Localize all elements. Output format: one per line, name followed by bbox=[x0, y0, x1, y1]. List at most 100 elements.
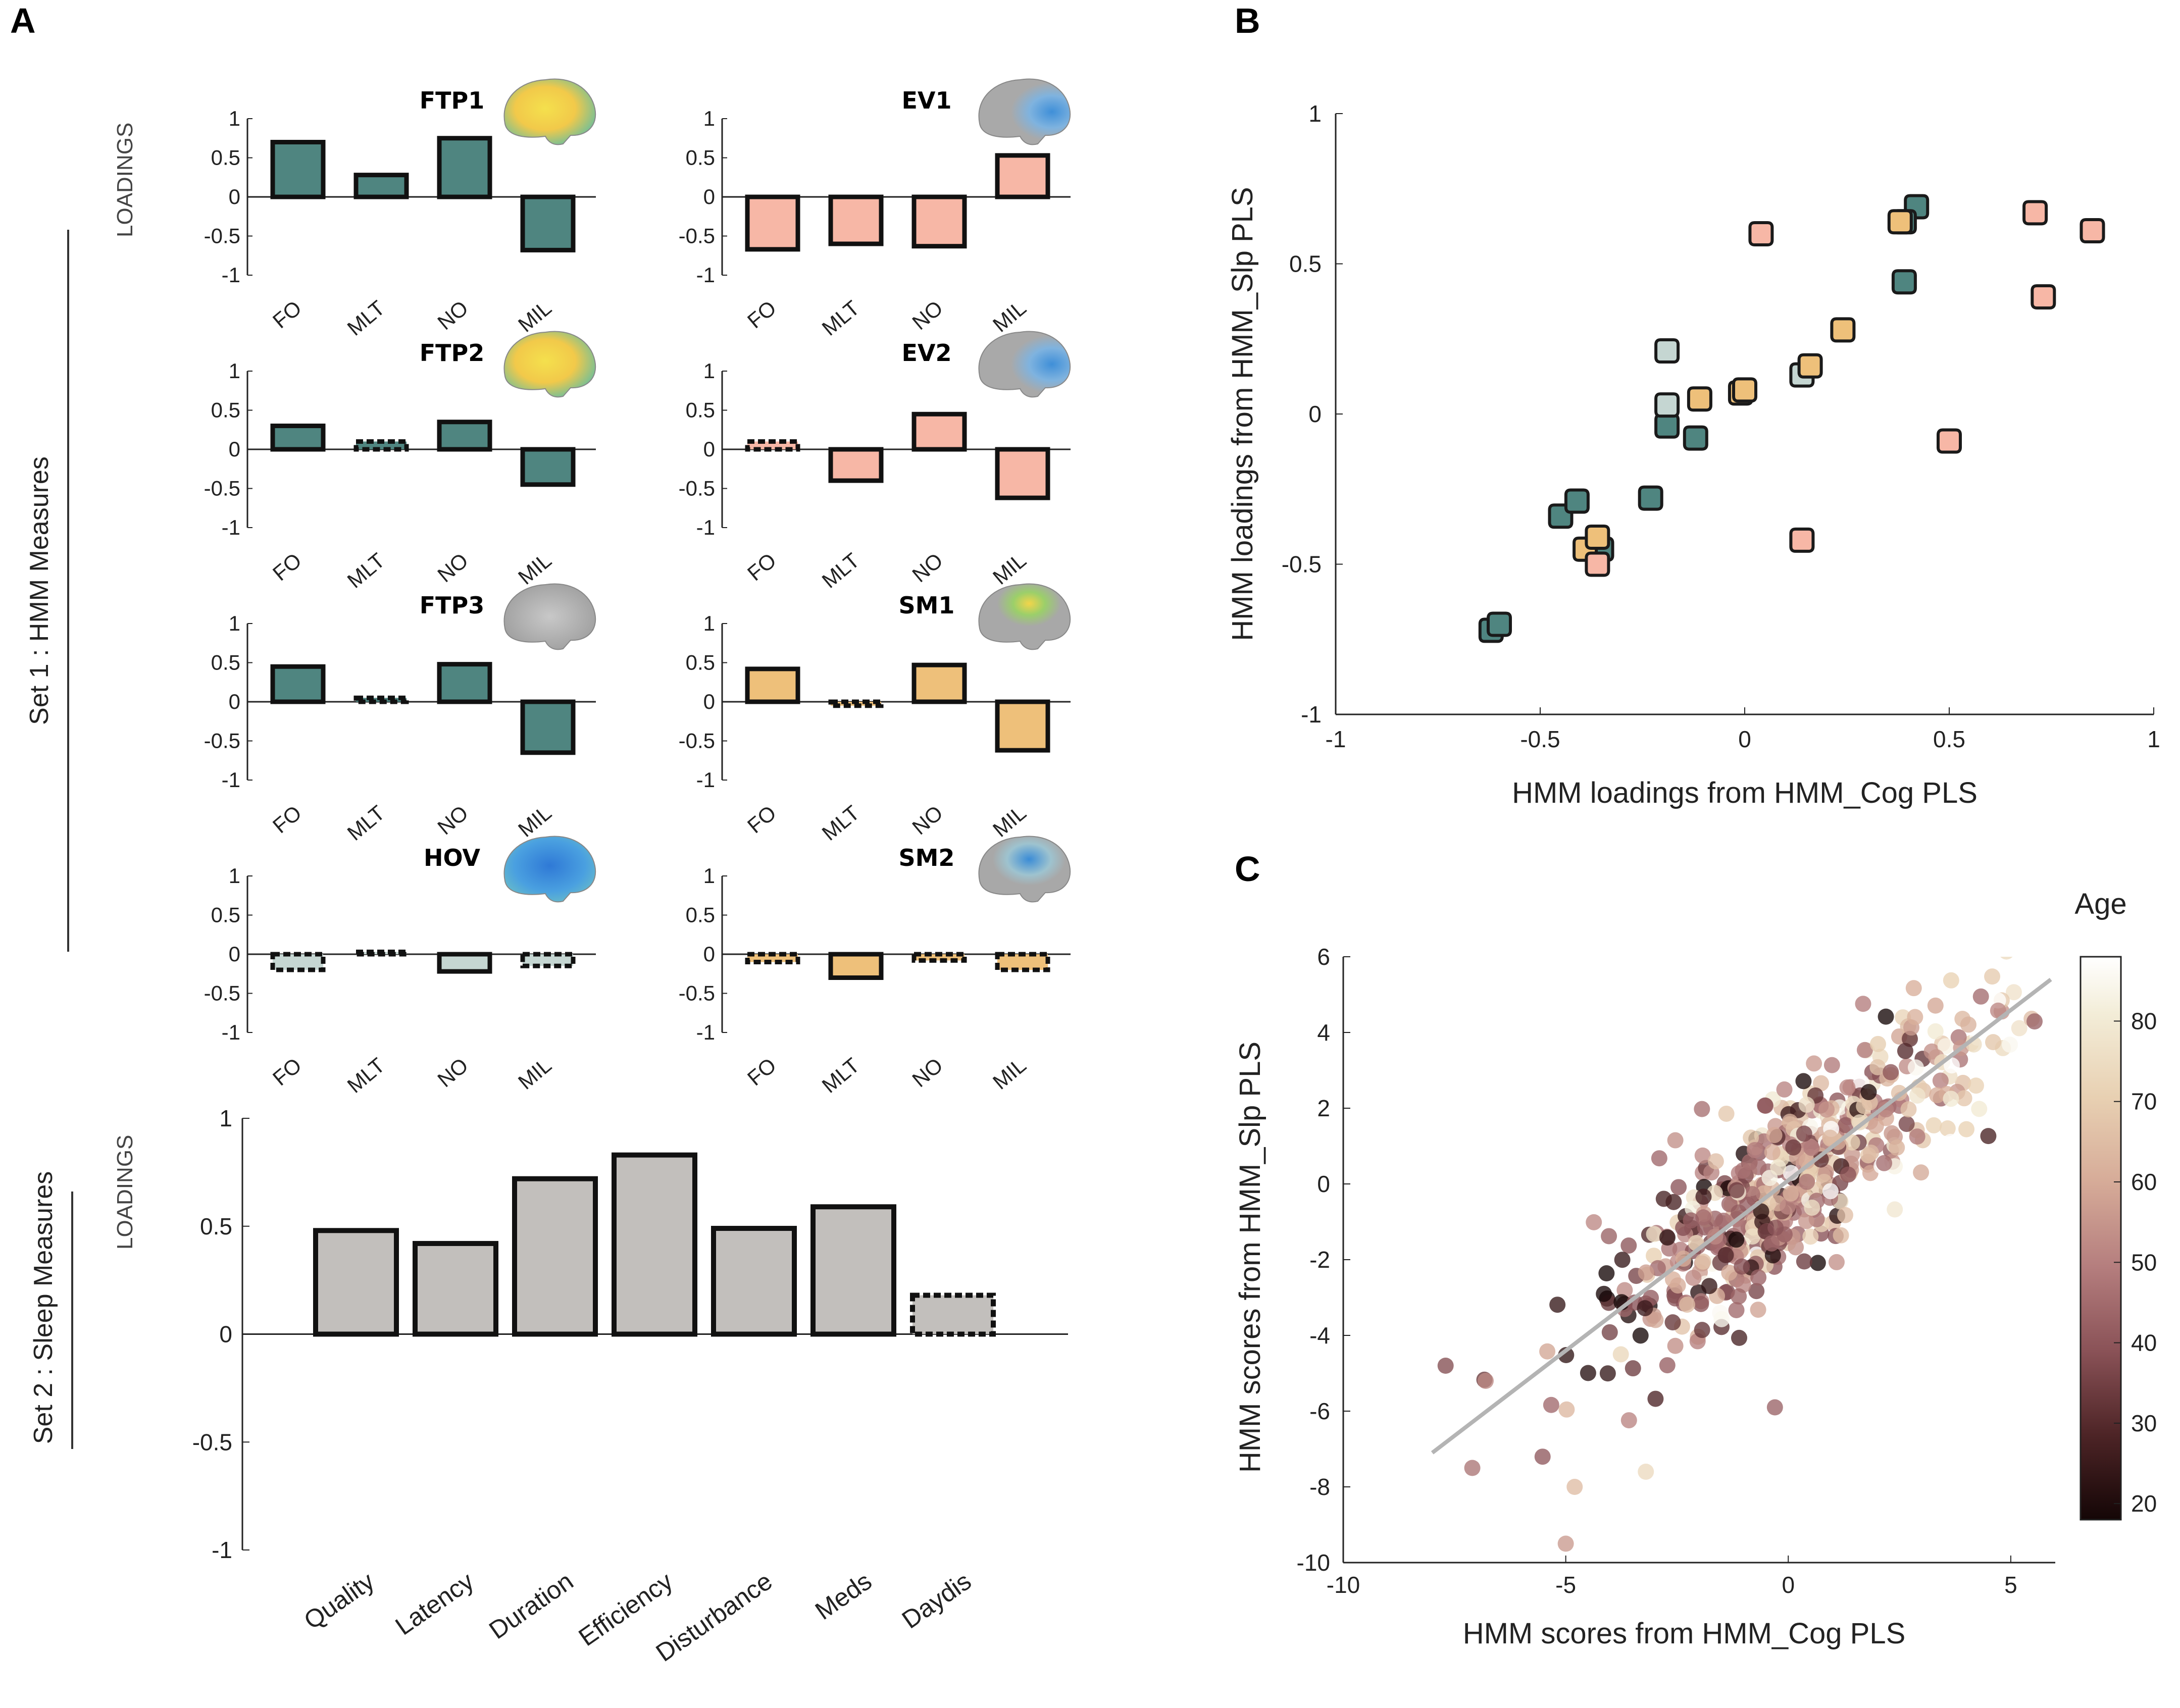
bar-fo bbox=[270, 952, 326, 972]
point-sm bbox=[1830, 317, 1856, 343]
scatter-point bbox=[1766, 1399, 1783, 1416]
bar-mlt bbox=[828, 447, 884, 483]
scatter-c-points bbox=[1437, 933, 2055, 1552]
scatter-point bbox=[1799, 1173, 1815, 1190]
scatter-point bbox=[1659, 1357, 1676, 1374]
scatter-point bbox=[1637, 1300, 1653, 1317]
y-tick-label: 0.5 bbox=[686, 903, 715, 927]
point-ev bbox=[2080, 218, 2105, 244]
scatter-point bbox=[1812, 1151, 1829, 1168]
scatter-point bbox=[1984, 968, 2001, 985]
bar-mil bbox=[520, 952, 576, 968]
y-tick-label: 1 bbox=[703, 611, 715, 635]
scatter-point bbox=[1694, 1322, 1710, 1338]
bar-fo bbox=[270, 664, 326, 704]
colorbar-tick-label: 80 bbox=[2131, 1008, 2157, 1034]
y-tick-label: -0.5 bbox=[679, 981, 715, 1005]
y-tick-label: 1 bbox=[229, 864, 240, 888]
category-label: FO bbox=[268, 801, 306, 838]
bar-duration bbox=[512, 1176, 598, 1337]
y-tick-label: 0 bbox=[703, 437, 715, 461]
y-tick-label: 1 bbox=[703, 359, 715, 383]
scatter-point bbox=[1646, 1226, 1662, 1243]
scatter-point bbox=[1839, 1079, 1856, 1096]
y-tick-label: -0.5 bbox=[679, 477, 715, 500]
set2-label: Set 2 : Sleep Measures bbox=[29, 1171, 58, 1444]
scatter-point bbox=[1534, 1448, 1551, 1465]
scatter-point bbox=[2005, 984, 2022, 1001]
scatter-point bbox=[1862, 1145, 1879, 1161]
point-sm bbox=[1732, 377, 1757, 403]
point-ev bbox=[2022, 200, 2048, 226]
scatter-point bbox=[1909, 1087, 1925, 1104]
bar-no bbox=[911, 194, 967, 249]
scatter-point bbox=[1869, 1036, 1886, 1052]
scatter-point bbox=[1877, 933, 1893, 949]
y-tick-label: 1 bbox=[703, 864, 715, 888]
scatter-point bbox=[1770, 1159, 1787, 1176]
scatter-point bbox=[1837, 1065, 1854, 1082]
bar-no bbox=[911, 952, 967, 963]
colorbar-tick-label: 70 bbox=[2131, 1089, 2157, 1115]
scatter-point bbox=[1695, 1209, 1712, 1226]
y-tick-label: -0.5 bbox=[192, 1429, 232, 1455]
scatter-point bbox=[1753, 1203, 1769, 1220]
y-tick-label: 0.5 bbox=[211, 651, 240, 675]
scatter-point bbox=[1713, 1311, 1730, 1327]
y-axis-label: HMM loadings from HMM_Slp PLS bbox=[1226, 187, 1259, 641]
y-tick-label: 1 bbox=[1308, 100, 1322, 127]
scatter-point bbox=[1659, 1229, 1676, 1246]
scatter-point bbox=[1971, 1101, 1988, 1117]
scatter-point bbox=[1937, 1038, 1954, 1055]
bar-mil bbox=[520, 194, 576, 252]
scatter-point bbox=[1748, 1283, 1765, 1300]
scatter-point bbox=[1907, 1059, 1924, 1076]
y-tick-label: 1 bbox=[219, 1105, 232, 1131]
y-tick-label: 0.5 bbox=[200, 1213, 232, 1239]
y-tick-label: 0 bbox=[229, 185, 240, 209]
scatter-point bbox=[1667, 1132, 1684, 1149]
scatter-point bbox=[1898, 1116, 1915, 1132]
y-tick-label: 0.5 bbox=[686, 651, 715, 675]
scatter-point bbox=[1717, 1247, 1734, 1263]
y-tick-label: 0 bbox=[229, 942, 240, 966]
y-tick-label: -0.5 bbox=[204, 981, 240, 1005]
category-label: FO bbox=[268, 1053, 306, 1090]
scatter-point bbox=[1763, 1235, 1780, 1252]
y-tick-label: -6 bbox=[1309, 1398, 1330, 1424]
category-label: NO bbox=[433, 1053, 472, 1092]
y-tick-label: 1 bbox=[229, 107, 240, 130]
scatter-point bbox=[1889, 1140, 1905, 1156]
scatter-point bbox=[1539, 1343, 1556, 1360]
scatter-point bbox=[1614, 1252, 1631, 1268]
category-label: FO bbox=[268, 548, 306, 585]
scatter-point bbox=[1670, 1179, 1687, 1196]
scatter-point bbox=[1943, 972, 1959, 989]
chart-layer: FTP1 1 0.5 0 -0.5 -1 FO MLT NO MIL EV1 1 0.5 0 -0.5 -1 F… bbox=[192, 87, 2160, 1667]
brain-icon-ftp1 bbox=[503, 78, 596, 145]
y-tick-label: -1 bbox=[696, 1020, 715, 1044]
colorbar-tick-label: 40 bbox=[2131, 1330, 2157, 1356]
scatter-point bbox=[1796, 1125, 1812, 1142]
x-tick-label: 0 bbox=[1782, 1572, 1795, 1598]
scatter-point bbox=[1647, 1390, 1664, 1407]
bar-mil bbox=[520, 447, 576, 487]
scatter-point bbox=[1925, 1117, 1942, 1133]
scatter-point bbox=[1767, 1219, 1784, 1236]
small-chart-title: SM1 bbox=[899, 592, 955, 619]
category-label: NO bbox=[907, 801, 947, 839]
category-label: MIL bbox=[988, 1053, 1031, 1094]
y-tick-label: 0 bbox=[1308, 401, 1322, 427]
y-tick-label: -0.5 bbox=[204, 729, 240, 753]
scatter-point bbox=[1638, 1464, 1654, 1480]
panel-letter-a: A bbox=[10, 1, 36, 40]
scatter-point bbox=[1728, 1302, 1745, 1318]
category-label: NO bbox=[907, 1053, 947, 1092]
point-ev bbox=[1748, 221, 1774, 246]
scatter-point bbox=[1731, 1329, 1747, 1346]
scatter-point bbox=[1913, 1164, 1930, 1181]
scatter-point bbox=[1883, 1064, 1899, 1080]
category-label: Daydis bbox=[897, 1567, 976, 1634]
y-tick-label: 0.5 bbox=[1289, 251, 1322, 277]
scatter-point bbox=[1750, 1269, 1767, 1286]
